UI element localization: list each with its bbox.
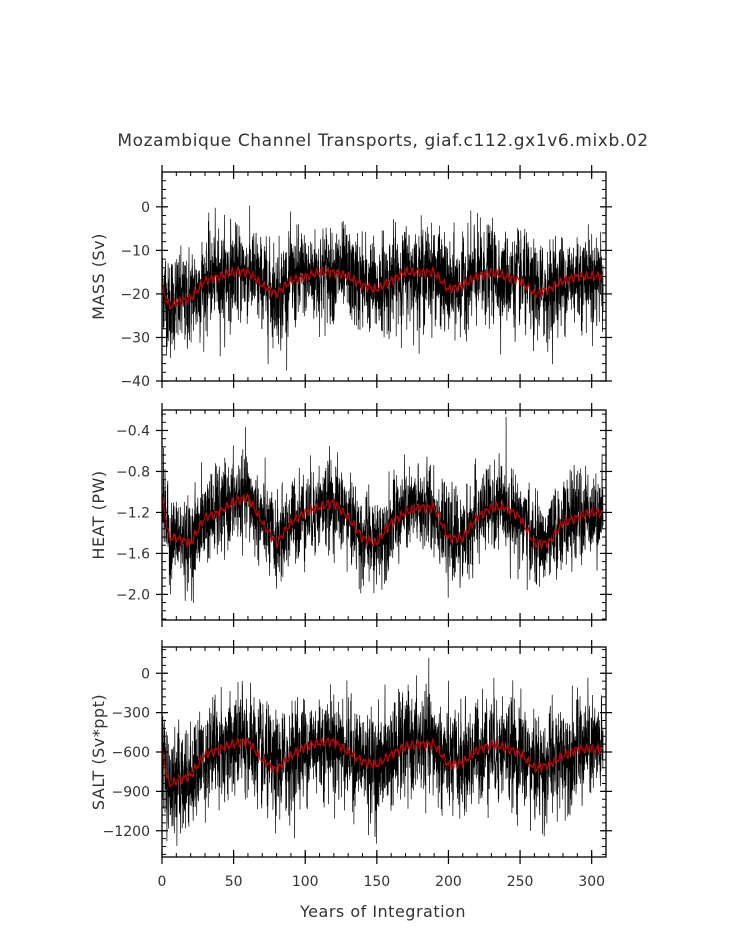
y-tick-label: −1.6 — [116, 546, 150, 562]
y-axis-label: SALT (Sv*ppt) — [89, 694, 108, 810]
y-tick-label: −900 — [112, 784, 150, 800]
x-tick-label: 250 — [507, 874, 534, 890]
plot-frame — [161, 409, 607, 621]
y-tick-label: −1200 — [103, 824, 150, 840]
raw-series-line — [162, 205, 604, 371]
y-tick-label: −2.0 — [116, 587, 150, 603]
y-tick-label: −0.8 — [116, 464, 150, 480]
x-tick-label: 0 — [158, 874, 167, 890]
raw-series-line — [162, 657, 604, 847]
y-tick-label: −30 — [120, 330, 150, 346]
x-axis-label: Years of Integration — [299, 902, 466, 921]
y-tick-label: 0 — [141, 200, 150, 216]
figure-title: Mozambique Channel Transports, giaf.c112… — [117, 131, 648, 151]
smoothed-series-line — [162, 492, 604, 551]
raw-series-line — [162, 416, 604, 604]
y-tick-label: −20 — [120, 287, 150, 303]
mass-panel: 0 −10 −20 −30 −40 MASS (Sv) — [89, 165, 612, 390]
x-tick-label: 200 — [435, 874, 462, 890]
y-tick-label: −0.4 — [116, 423, 150, 439]
y-tick-label: −600 — [112, 745, 150, 761]
x-tick-label: 300 — [578, 874, 605, 890]
salt-panel: 0 −300 −600 −900 −1200 0 50 100 150 200 250 300 SALT… — [89, 640, 612, 921]
y-tick-label: −10 — [120, 243, 150, 259]
y-tick-label: −300 — [112, 706, 150, 722]
x-tick-label: 100 — [292, 874, 319, 890]
y-tick-label: 0 — [141, 666, 150, 682]
x-tick-label: 150 — [363, 874, 390, 890]
heat-panel: −0.4 −0.8 −1.2 −1.6 −2.0 HEAT (PW) — [89, 403, 612, 627]
smoothed-series-line — [162, 265, 604, 310]
y-tick-label: −1.2 — [116, 505, 150, 521]
x-tick-label: 50 — [225, 874, 243, 890]
smoothed-series-line — [162, 736, 604, 788]
y-tick-label: −40 — [120, 374, 150, 390]
y-axis-label: HEAT (PW) — [89, 470, 108, 559]
y-axis-label: MASS (Sv) — [89, 233, 108, 320]
